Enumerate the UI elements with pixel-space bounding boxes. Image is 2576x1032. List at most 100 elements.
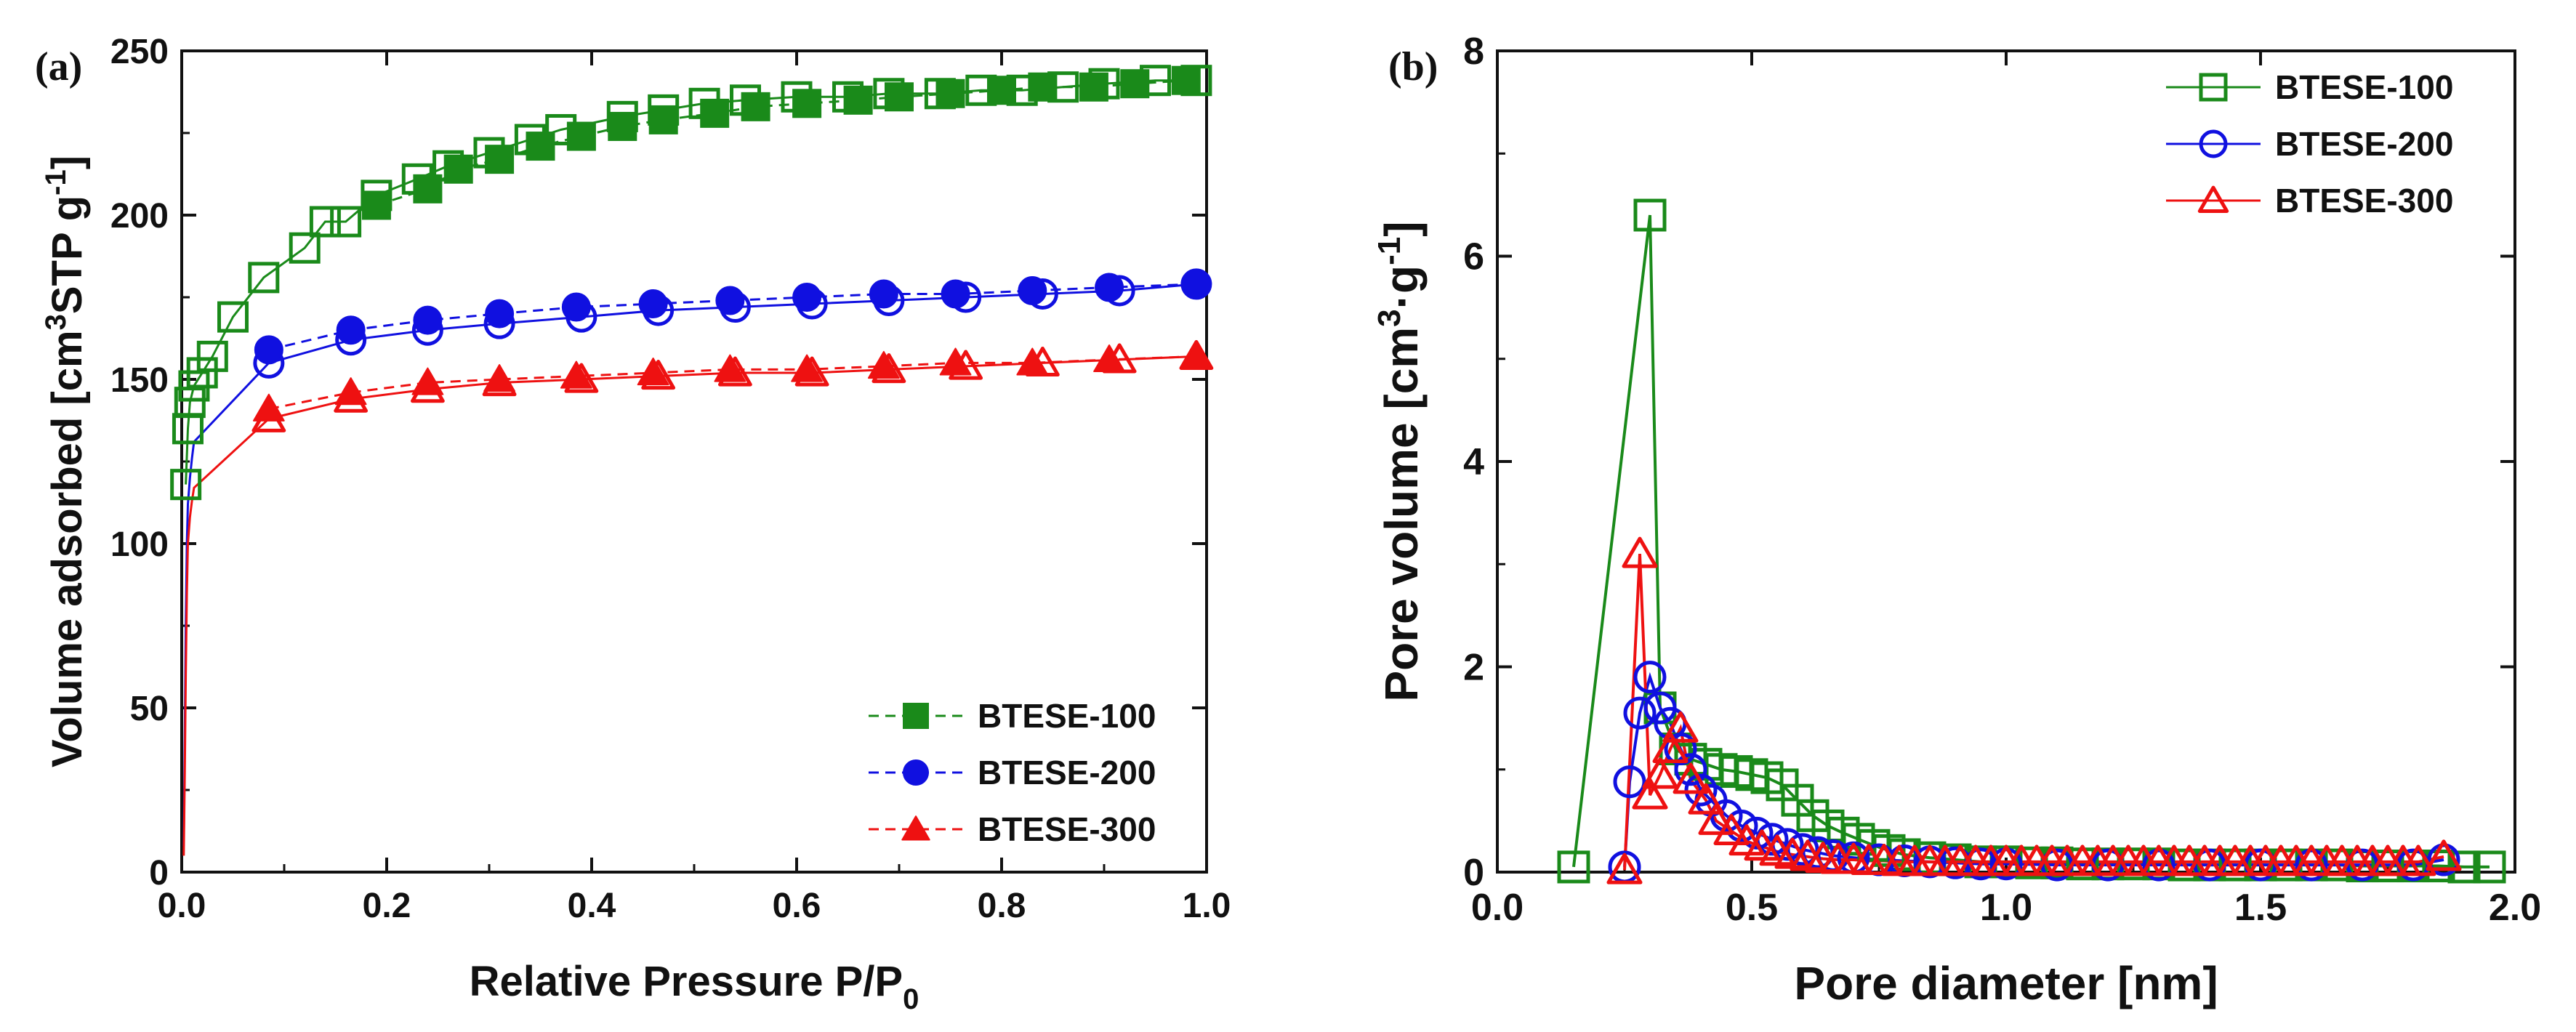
chart-a-point-open (289, 232, 321, 264)
chart-a-fit-line-adsorption (185, 79, 1196, 485)
chart-b-legend-label: BTESE-100 (2275, 68, 2453, 106)
chart-a-point-filled (700, 98, 730, 128)
chart-b-point (1728, 824, 1765, 856)
chart-b-legend-marker (2199, 73, 2228, 102)
chart-b-ytick-label: 0 (1463, 852, 1484, 894)
chart-a-point-filled (566, 121, 596, 151)
chart-a-ytick-label: 250 (110, 33, 169, 71)
chart-b-legend-marker (2197, 185, 2229, 213)
chart-b-ylabel-end: ] (1375, 221, 1428, 236)
chart-b-point (2218, 848, 2252, 882)
panel-a-label: (a) (35, 44, 82, 89)
chart-b-ytick-label: 4 (1463, 441, 1484, 483)
chart-a-legend-label: BTESE-200 (978, 754, 1156, 791)
chart-a-ytick-label: 0 (149, 854, 169, 892)
chart-a-point-filled (885, 82, 914, 112)
chart-a-point-filled (714, 354, 746, 382)
chart-b-point (1613, 765, 1646, 799)
chart-a-point-filled (648, 105, 678, 134)
chart-b-point (1713, 814, 1750, 845)
chart-b-point (2371, 850, 2404, 883)
chart-a-point-filled (561, 292, 591, 322)
chart-a-point-filled (843, 85, 873, 115)
chart-a-point-filled (987, 76, 1016, 105)
chart-a-point-filled (485, 145, 515, 174)
chart-b-ytick-label: 6 (1463, 236, 1484, 278)
chart-a-point-open (309, 206, 341, 238)
chart-b-xtick-label: 0.0 (1471, 887, 1524, 929)
chart-a-ytick-label: 200 (110, 197, 169, 235)
chart-a-ylabel-sup2: -1 (40, 169, 72, 195)
chart-b-point (1623, 696, 1657, 730)
chart-a-point-filled (1171, 65, 1201, 95)
chart-b-legend: BTESE-100 BTESE-200 BTESE-300 (2166, 68, 2453, 219)
chart-b-xtick-label: 2.0 (2489, 887, 2541, 929)
chart-a-point-open (170, 469, 202, 501)
chart-a-legend-marker (903, 703, 929, 729)
chart-b-ylabel-mid: ·g (1375, 265, 1428, 309)
chart-a-point-filled (792, 89, 822, 118)
chart-a-point-filled (336, 315, 366, 345)
chart-a-xtick-label: 1.0 (1183, 887, 1231, 925)
chart-a-point-filled (867, 350, 900, 379)
chart-b-point (1662, 711, 1699, 743)
chart-a-point-open (248, 262, 280, 294)
chart-a-legend-marker (901, 815, 930, 841)
chart-a-xtick-label: 0.0 (158, 887, 206, 925)
chart-a-point-filled (485, 299, 515, 328)
chart-a-xtick-label: 0.8 (978, 887, 1026, 925)
chart-b-point (1744, 829, 1780, 861)
chart-a-xlabel: Relative Pressure P/P0 (470, 958, 919, 1015)
chart-a-point-filled (413, 174, 443, 203)
chart-a-ylabel-mid: STP g (44, 195, 91, 314)
chart-b-markers (1557, 198, 2506, 884)
chart-b-frame (1496, 49, 2516, 874)
chart-a-point-filled (637, 358, 669, 386)
chart-b-xtick-label: 0.5 (1726, 887, 1778, 929)
chart-a-point-open (196, 340, 228, 372)
chart-a-ylabel: Volume adsorbed [cm3STP g-1] (40, 156, 91, 767)
chart-b-xtick-label: 1.0 (1980, 887, 2032, 929)
chart-a-point-filled (941, 279, 970, 309)
chart-b-ytick-label: 8 (1463, 31, 1484, 73)
chart-a-point-filled (526, 132, 555, 161)
chart-a-frame (180, 49, 1208, 874)
chart-a-legend-label: BTESE-300 (978, 810, 1156, 848)
chart-a-point-open (330, 206, 362, 238)
chart-b-point (2295, 848, 2328, 882)
chart-b-ylabel: Pore volume [cm3·g-1] (1372, 221, 1428, 701)
chart-b-point (1633, 198, 1667, 232)
chart-a-xlabel-sub: 0 (903, 983, 919, 1015)
chart-b-point (1673, 762, 1709, 794)
chart-b-point (1632, 778, 1668, 810)
chart-a: 0.0 0.2 0.4 0.6 0.8 1.0 0 50 100 150 200 250 BTESE-… (40, 33, 1231, 1015)
chart-b-point (1557, 850, 1590, 884)
chart-a-point-filled (483, 364, 515, 392)
chart-b-series-line (1572, 214, 2490, 868)
chart-a-point-filled (1016, 347, 1049, 376)
chart-a-legend-label: BTESE-100 (978, 697, 1156, 735)
chart-b-point (1674, 753, 1707, 786)
chart-a-point-filled (741, 92, 770, 121)
chart-a-point-filled (252, 393, 285, 422)
chart-b-xtick-label: 1.5 (2234, 887, 2287, 929)
chart-a-ytick-label: 100 (110, 525, 169, 564)
chart-a-ytick-label: 50 (130, 690, 169, 728)
chart-b-point (1606, 852, 1643, 884)
chart-b-point (1698, 803, 1734, 835)
chart-a-point-filled (411, 367, 444, 395)
chart-a-fit-lines (182, 79, 1197, 856)
chart-b-ylabel-sup2: -1 (1372, 237, 1407, 265)
chart-a-point-filled (935, 78, 965, 108)
chart-b-point (2447, 850, 2481, 884)
chart-b-point (2427, 843, 2460, 876)
chart-a-point-filled (361, 190, 391, 220)
chart-a-xlabel-text: Relative Pressure P/P (470, 958, 903, 1005)
panel-b-label: (b) (1388, 44, 1438, 89)
chart-b-point (1684, 773, 1718, 807)
chart-a-point-filled (1120, 69, 1150, 99)
chart-a-point-filled (792, 283, 822, 312)
chart-a-ticks: 0.0 0.2 0.4 0.6 0.8 1.0 0 50 100 150 200 250 (110, 33, 1231, 925)
chart-b-point (1642, 757, 1678, 789)
